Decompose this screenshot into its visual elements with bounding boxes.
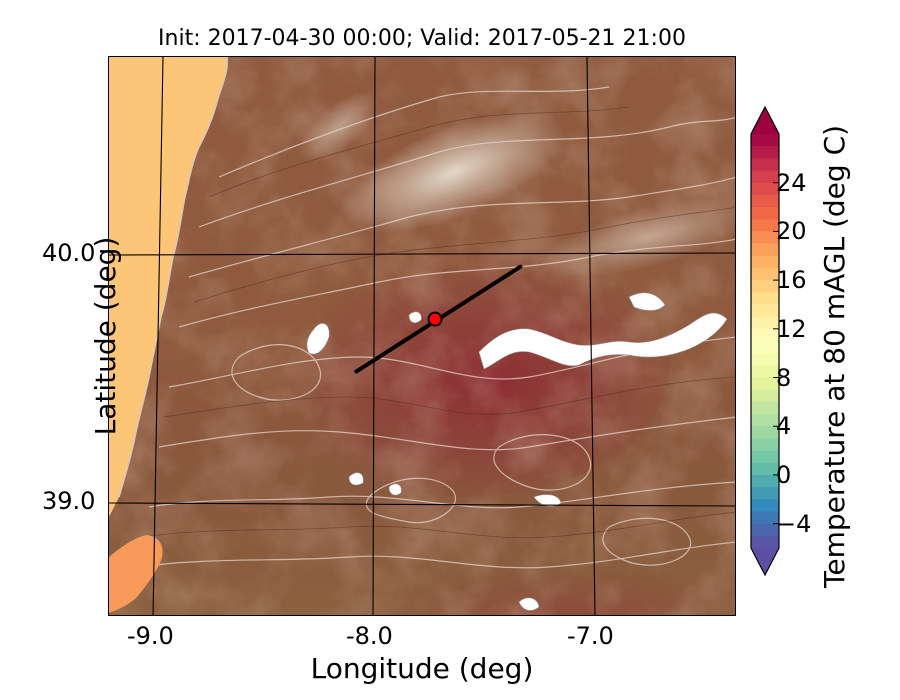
temperature-map [109,57,735,615]
colorbar-tick-label: 24 [776,168,807,197]
colorbar-min-extension [751,548,779,575]
colorbar-tick-label: 16 [776,266,807,295]
colorbar-band [751,377,779,391]
colorbar-band [751,341,779,354]
colorbar-band [751,426,779,439]
colorbar-tick-label: 20 [776,217,807,246]
colorbar-band [751,535,779,549]
x-axis-label: Longitude (deg) [310,652,534,685]
colorbar [750,106,780,576]
colorbar-tick-marks [773,182,779,525]
colorbar-label: Temperature at 80 mAGL (deg C) [818,124,851,588]
colorbar-band [751,219,779,232]
colorbar-tick-label: 12 [776,314,807,343]
colorbar-band [751,414,779,427]
colorbar-band [751,182,779,196]
colorbar-band [751,207,779,220]
colorbar-band [751,328,779,342]
contour-lines [138,86,735,569]
cross-section-point-marker[interactable] [427,311,443,327]
colorbar-band [751,438,779,452]
terrain-texture [109,57,735,615]
colorbar-band [751,523,779,537]
fine-contours [143,106,735,539]
y-tick-label: 40.0 [42,239,96,267]
colorbar-outline [750,106,780,576]
coastline [118,57,229,498]
colorbar-band [751,316,779,330]
x-tick-label: -7.0 [567,622,614,650]
colorbar-band [751,158,779,172]
colorbar-tick-label: 4 [776,412,792,441]
colorbar-max-extension [751,107,779,134]
colorbar-band [751,292,779,305]
colorbar-band [751,450,779,464]
colorbar-band [751,487,779,500]
y-tick-label: 39.0 [42,487,96,515]
colorbar-band [751,499,779,512]
colorbar-tick-label: 8 [776,363,792,392]
colorbar-band [751,365,779,379]
reservoirs [306,292,728,611]
colorbar-band [751,231,779,245]
colorbar-band [751,194,779,208]
colorbar-band [751,304,779,318]
map-panel[interactable] [108,56,736,616]
colorbar-band [751,267,779,281]
x-tick-label: -8.0 [346,622,393,650]
colorbar-band [751,511,779,525]
colorbar-tick-label: −4 [776,509,812,538]
colorbar-tick-label: 0 [776,460,792,489]
colorbar-band [751,474,779,488]
lat-lon-grid [109,57,735,615]
colorbar-band [751,255,779,269]
ocean-coast-south [109,535,163,613]
colorbar-band [751,243,779,257]
plot-title: Init: 2017-04-30 00:00; Valid: 2017-05-2… [158,26,686,51]
x-tick-label: -9.0 [127,622,174,650]
colorbar-band [751,146,779,159]
colorbar-band [751,389,779,403]
colorbar-band [751,401,779,415]
y-axis-label: Latitude (deg) [88,236,122,436]
colorbar-band [751,353,779,366]
colorbar-bands [751,107,779,575]
ocean-area [109,57,228,517]
colorbar-band [751,134,779,147]
colorbar-band [751,280,779,293]
colorbar-band [751,170,779,184]
colorbar-band [751,462,779,476]
